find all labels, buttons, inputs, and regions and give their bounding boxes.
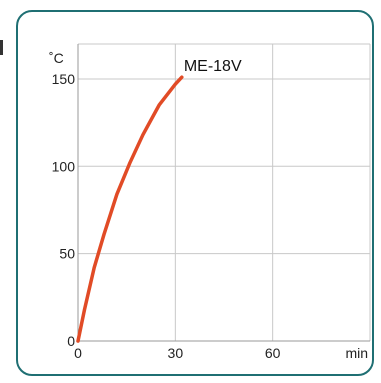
y-tick-label: 150: [52, 71, 76, 87]
y-axis-label: ˚C: [49, 50, 64, 66]
series-line-0: [76, 75, 184, 343]
x-axis-label: min: [345, 345, 368, 361]
x-tick-label: 0: [74, 345, 82, 361]
y-tick-label: 50: [59, 246, 75, 262]
series-label: ME-18V: [184, 58, 242, 75]
x-tick-label: 60: [265, 345, 281, 361]
chart-frame: [16, 10, 374, 376]
corner-mark: [0, 40, 3, 55]
x-tick-label: 30: [168, 345, 184, 361]
y-tick-label: 0: [67, 333, 75, 349]
y-tick-label: 100: [52, 158, 76, 174]
